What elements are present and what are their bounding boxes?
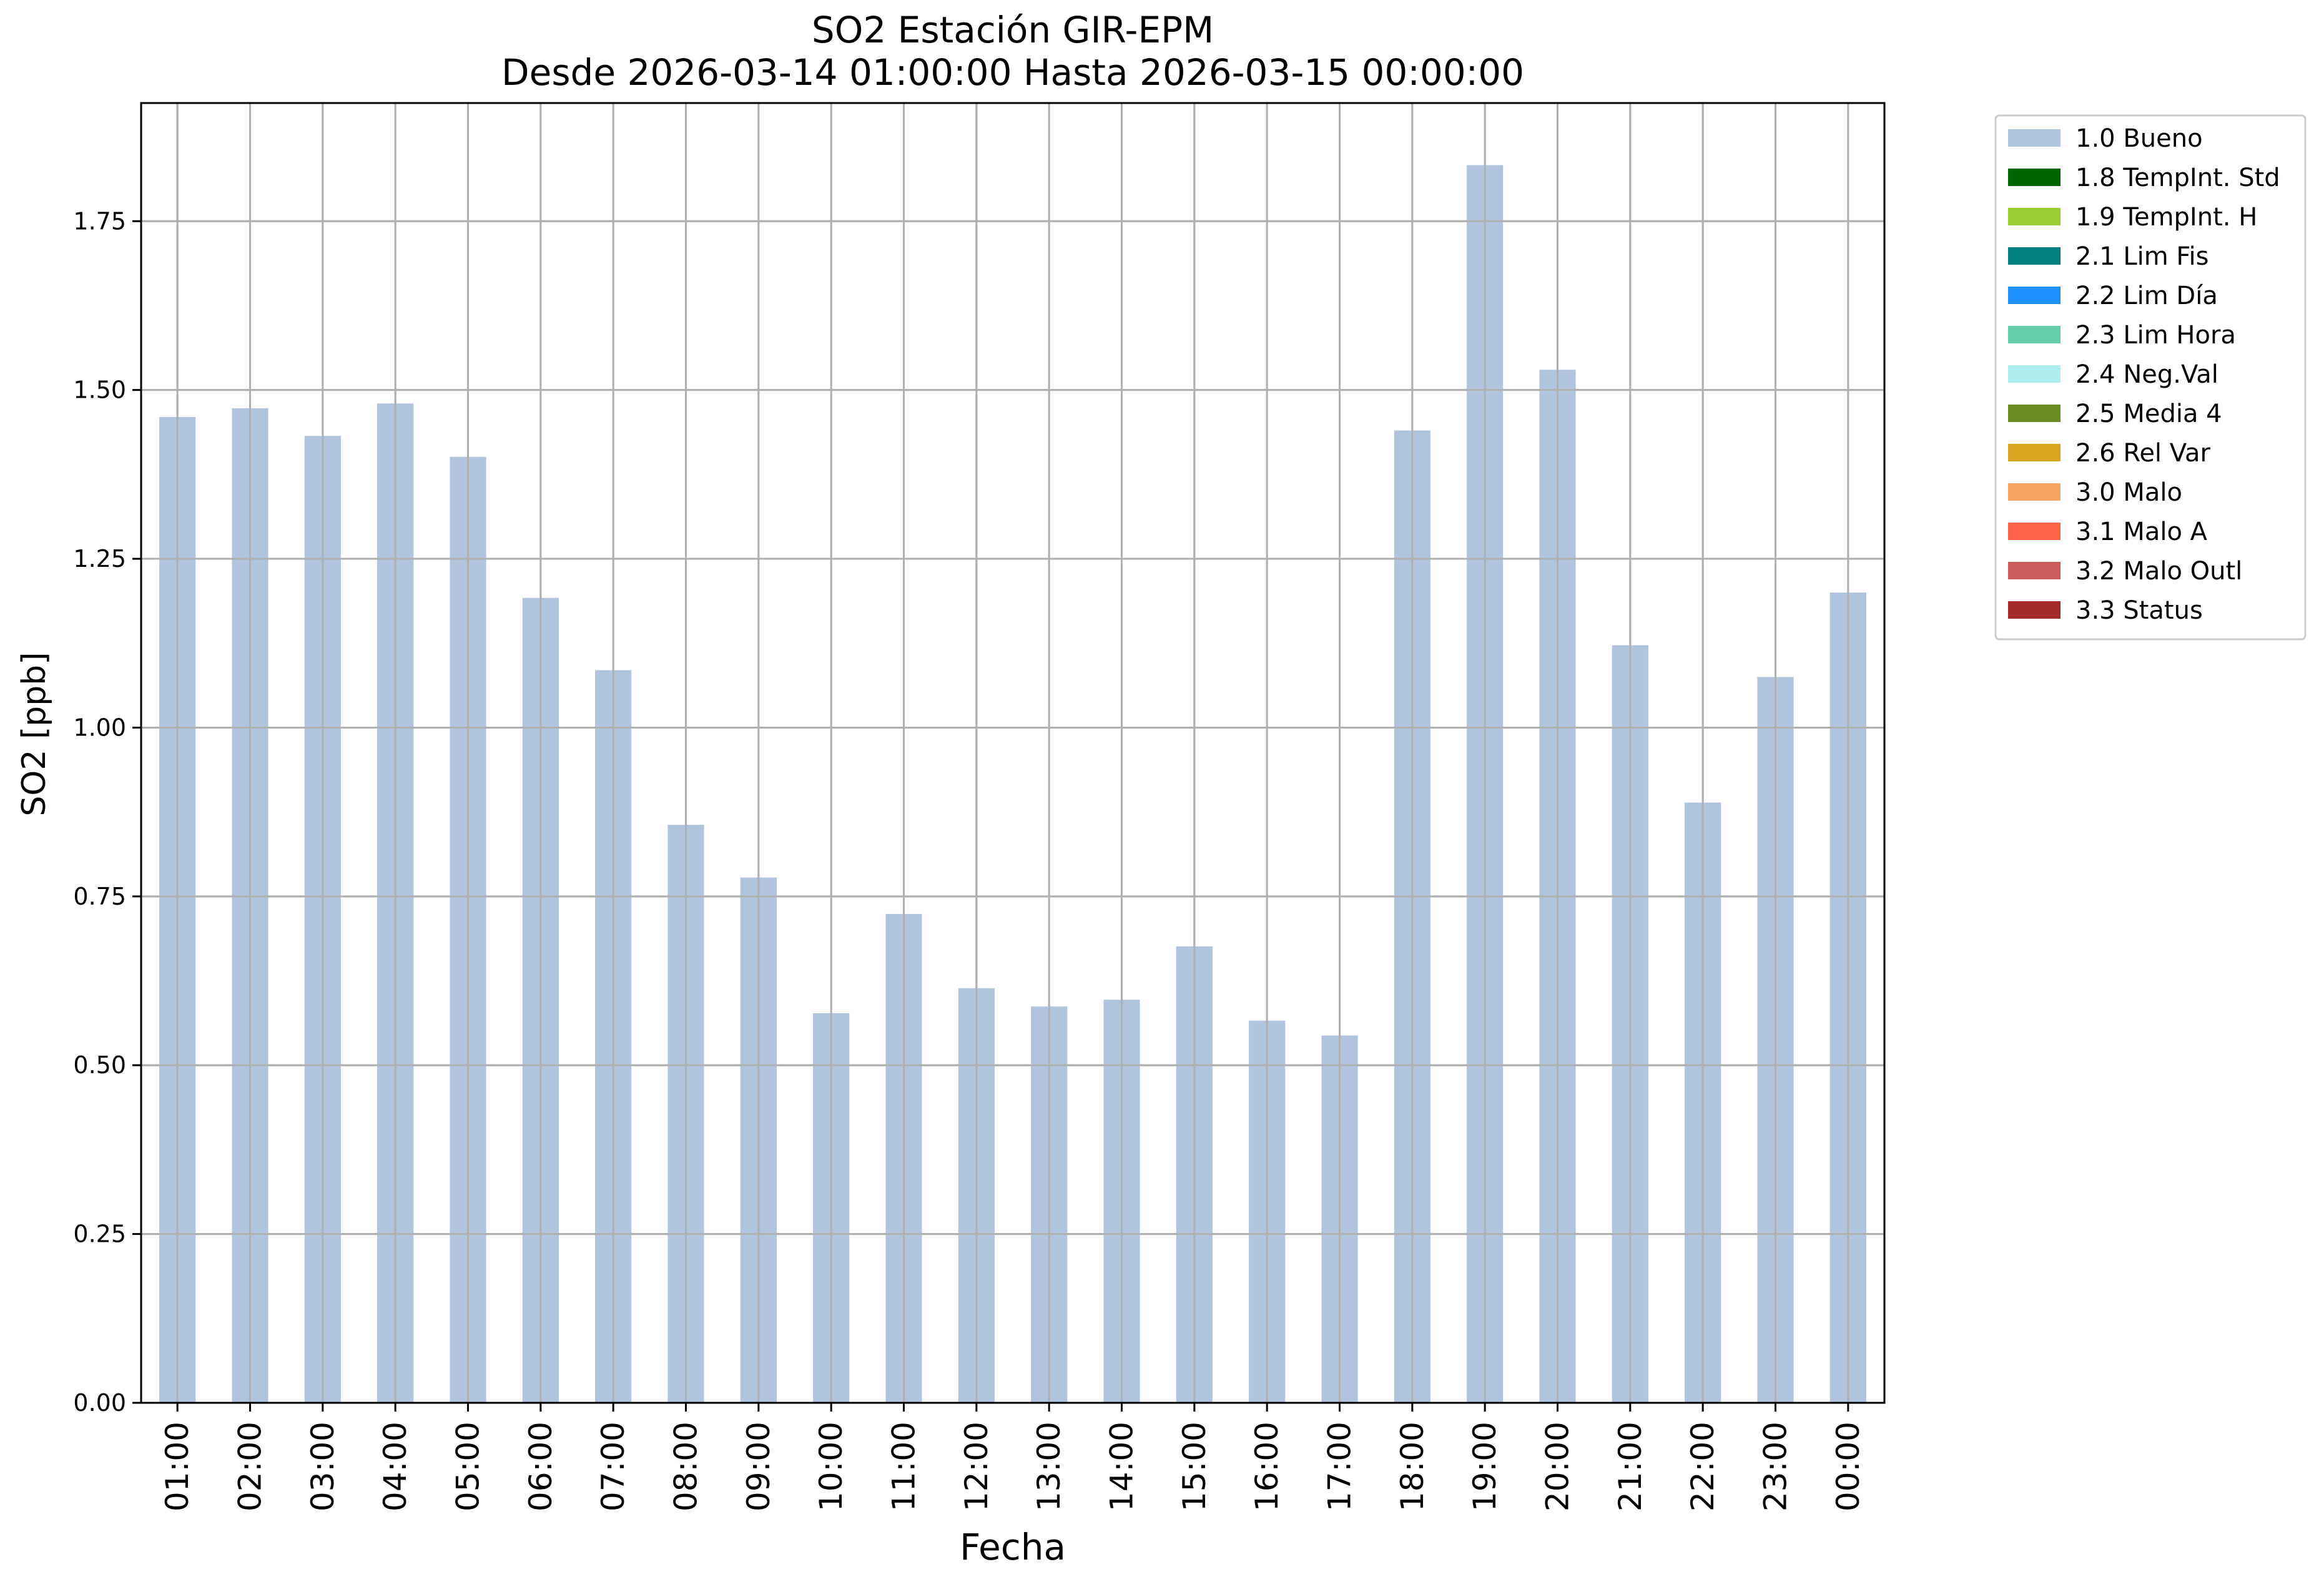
x-tick-label: 09:00 (741, 1422, 777, 1511)
x-tick-label: 14:00 (1104, 1422, 1140, 1511)
chart-title: SO2 Estación GIR-EPM (812, 9, 1214, 51)
y-tick-label: 1.00 (73, 714, 126, 741)
x-axis-label: Fecha (960, 1526, 1066, 1568)
y-tick-label: 0.50 (73, 1051, 126, 1079)
y-tick-label: 0.75 (73, 883, 126, 910)
y-tick-label: 0.25 (73, 1221, 126, 1248)
legend-label: 3.1 Malo A (2075, 518, 2208, 546)
legend-label: 2.6 Rel Var (2075, 439, 2211, 468)
legend-frame (1994, 114, 2307, 641)
x-tick-label: 19:00 (1467, 1422, 1503, 1511)
legend-swatch (2008, 129, 2061, 147)
legend-swatch (2008, 601, 2061, 619)
x-tick-label: 02:00 (232, 1422, 268, 1511)
bars (141, 103, 1884, 1404)
legend-label: 3.0 Malo (2075, 478, 2182, 507)
x-tick-label: 12:00 (958, 1422, 995, 1511)
x-tick-label: 11:00 (886, 1422, 922, 1511)
y-tick-label: 1.75 (73, 207, 126, 235)
x-tick-label: 10:00 (813, 1422, 849, 1511)
legend-swatch (2008, 247, 2061, 265)
legend-label: 2.3 Lim Hora (2075, 321, 2236, 350)
plot-frame (140, 102, 1886, 1404)
legend-swatch (2008, 523, 2061, 540)
x-tick-label: 20:00 (1540, 1422, 1576, 1511)
legend-swatch (2008, 287, 2061, 304)
axes: 0.00 0.25 0.50 0.75 1.00 1.25 1.50 1.75 01:00 02:… (73, 102, 1886, 1511)
x-tick-label: 00:00 (1830, 1422, 1866, 1511)
x-tick-label: 06:00 (523, 1422, 559, 1511)
chart-subtitle: Desde 2026-03-14 01:00:00 Hasta 2026-03-… (501, 51, 1524, 94)
legend: 1.0 Bueno 1.8 TempInt. Std 1.9 TempInt. H 2… (1994, 114, 2307, 641)
legend-label: 3.3 Status (2075, 596, 2203, 625)
y-tick-label: 1.25 (73, 545, 126, 572)
legend-swatch (2008, 483, 2061, 501)
legend-swatch (2008, 208, 2061, 225)
x-tick-label: 22:00 (1685, 1422, 1721, 1511)
legend-swatch (2008, 405, 2061, 422)
legend-label: 2.4 Neg.Val (2075, 360, 2218, 389)
legend-label: 1.8 TempInt. Std (2075, 164, 2280, 192)
x-tick-label: 07:00 (595, 1422, 631, 1511)
x-tick-label: 08:00 (668, 1422, 704, 1511)
legend-label: 3.2 Malo Outl (2075, 557, 2242, 586)
x-tick-label: 05:00 (450, 1422, 486, 1511)
legend-swatch (2008, 169, 2061, 186)
x-tick-label: 21:00 (1612, 1422, 1648, 1511)
x-tick-label: 15:00 (1176, 1422, 1213, 1511)
legend-label: 1.0 Bueno (2075, 124, 2203, 153)
legend-label: 2.1 Lim Fis (2075, 242, 2208, 271)
legend-swatch (2008, 444, 2061, 461)
legend-swatch (2008, 562, 2061, 579)
legend-swatch (2008, 326, 2061, 343)
legend-swatch (2008, 365, 2061, 383)
y-tick-label: 1.50 (73, 376, 126, 404)
x-tick-label: 04:00 (377, 1422, 413, 1511)
x-tick-label: 16:00 (1249, 1422, 1285, 1511)
x-tick-label: 17:00 (1322, 1422, 1358, 1511)
x-tick-label: 13:00 (1031, 1422, 1067, 1511)
legend-label: 1.9 TempInt. H (2075, 203, 2257, 232)
x-tick-label: 23:00 (1758, 1422, 1794, 1511)
legend-label: 2.2 Lim Día (2075, 282, 2218, 310)
y-axis-label: SO2 [ppb] (16, 652, 53, 816)
x-tick-label: 01:00 (159, 1422, 195, 1511)
legend-label: 2.5 Media 4 (2075, 400, 2222, 428)
x-tick-label: 03:00 (305, 1422, 341, 1511)
x-tick-label: 18:00 (1394, 1422, 1430, 1511)
y-tick-label: 0.00 (73, 1389, 126, 1417)
